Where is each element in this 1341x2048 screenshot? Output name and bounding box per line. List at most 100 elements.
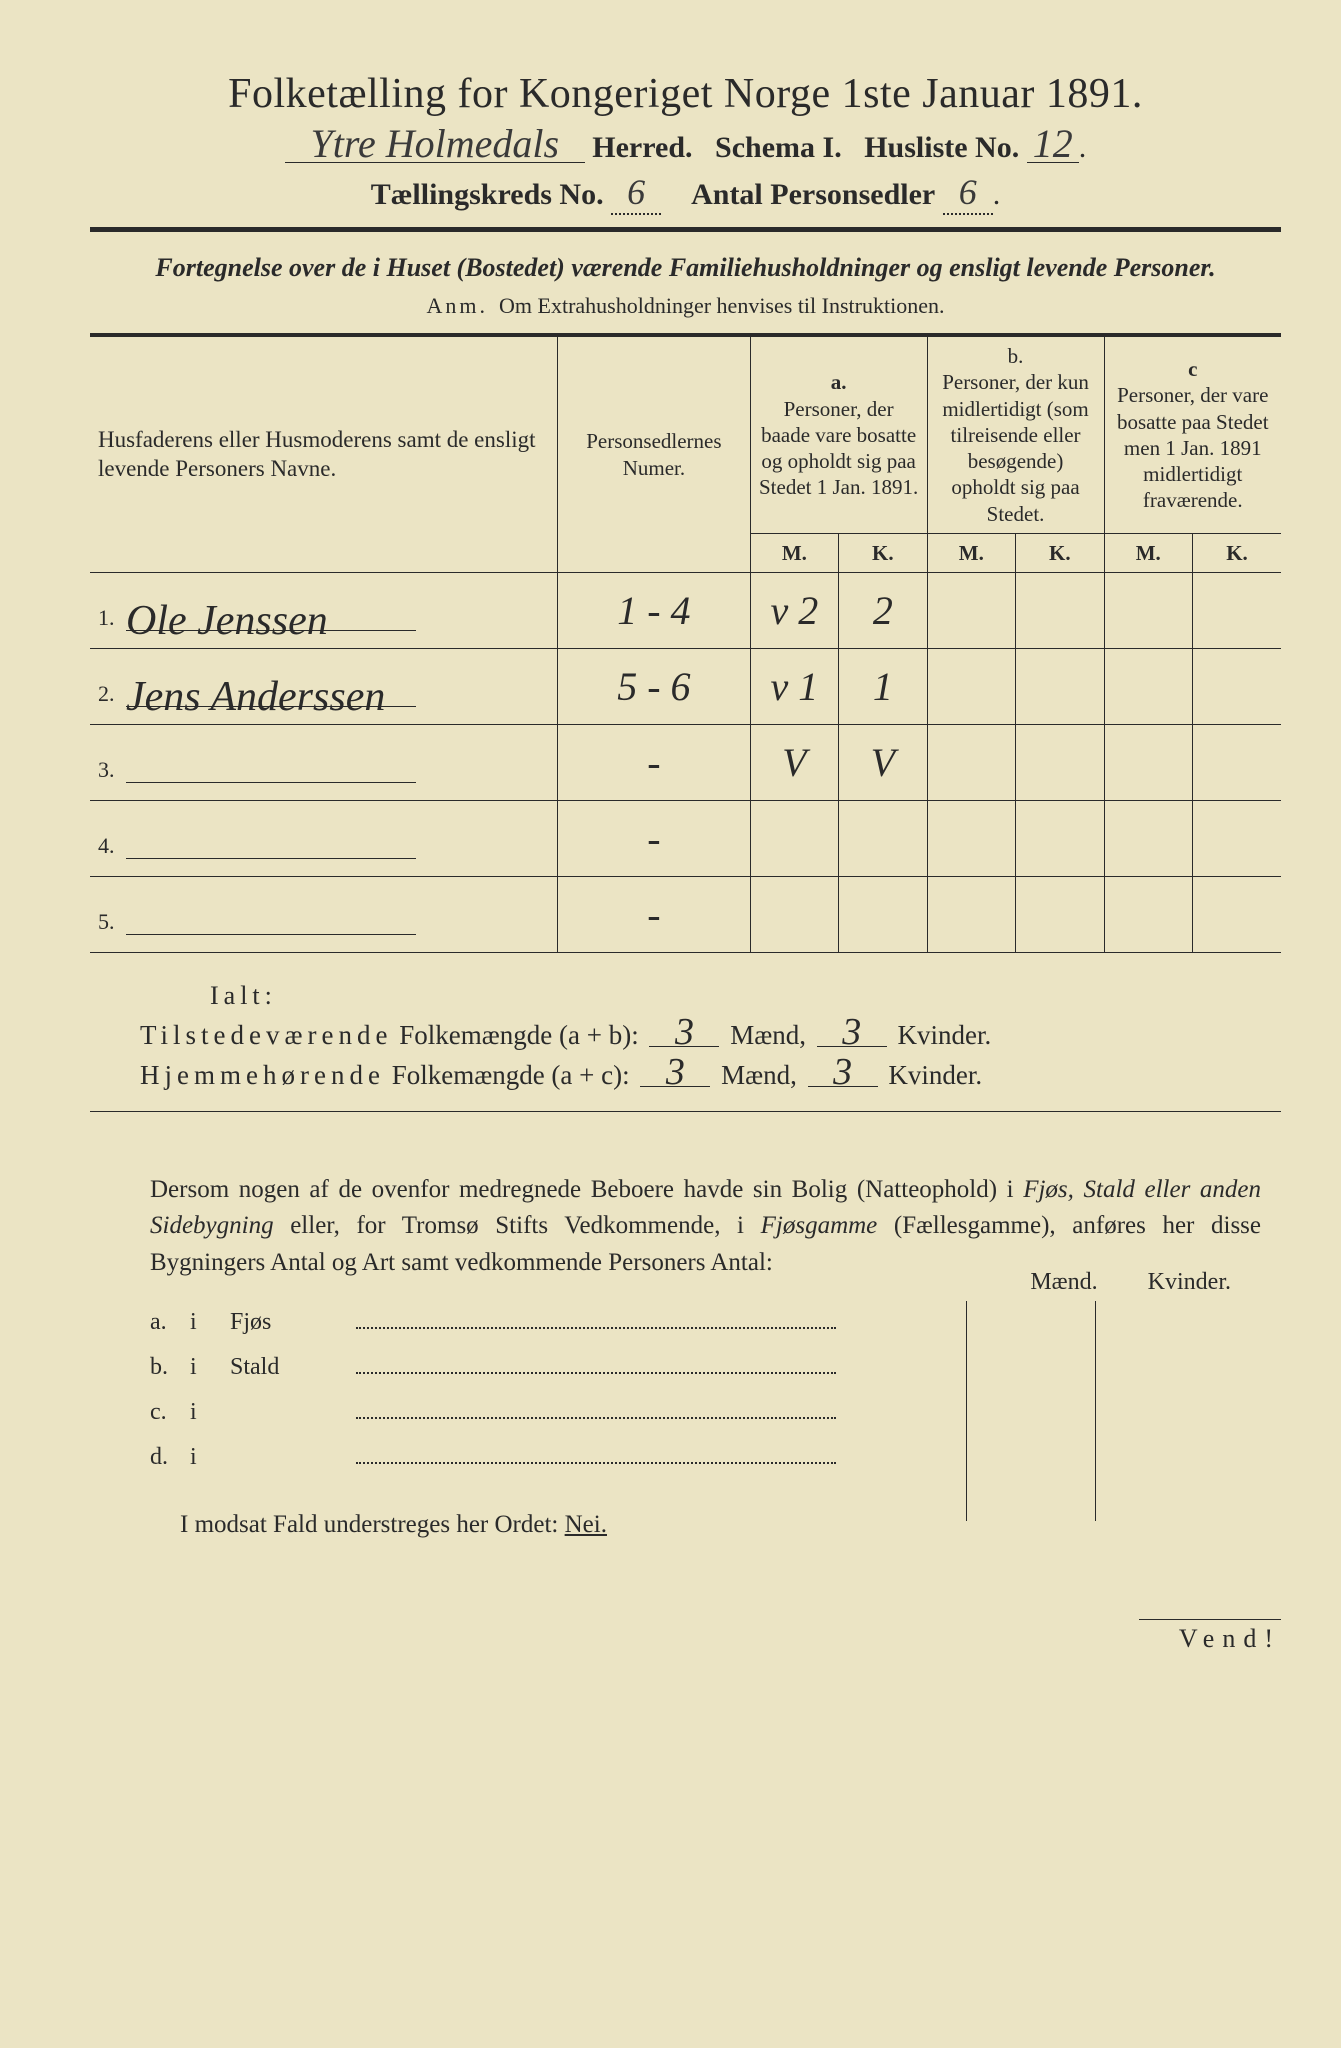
side-i: i [190,1444,230,1471]
sum-line-1: Tilstedeværende Folkemængde (a + b): 3 M… [140,1019,1281,1051]
sum2-m: 3 [640,1059,710,1087]
antal-label: Antal Personsedler [691,178,935,211]
col-b-text: Personer, der kun midlertidigt (som tilr… [942,370,1089,525]
col-a-header: a. Personer, der baade vare bosatte og o… [750,335,927,533]
cell-num: 5 - 6 [558,649,751,725]
side-type: Fjøs [230,1309,350,1336]
name-cell: 3. [90,725,558,801]
cell-bM [927,725,1015,801]
cell-aK [839,801,927,877]
sum2-k: 3 [808,1059,878,1087]
divider-thick-1 [90,227,1281,232]
husliste-no: 12 [1027,126,1079,163]
handwritten-name: Ole Jenssen [126,598,328,644]
cell-num: - [558,877,751,953]
col-a-text: Personer, der baade vare bosatte og opho… [759,397,918,500]
cell-cM [1104,725,1192,801]
side-i: i [190,1399,230,1426]
vend-label: Vend! [1139,1619,1281,1654]
name-cell: 4. [90,801,558,877]
cell-bK [1016,801,1104,877]
cell-cK [1192,573,1281,649]
divider-thin-1 [90,1111,1281,1112]
mk-col-kvinder [1096,1301,1241,1521]
husliste-label: Husliste No. [864,131,1019,164]
cell-bK [1016,573,1104,649]
row-number: 4. [98,833,126,859]
cell-bK [1016,725,1104,801]
nei-text-b: Nei. [565,1511,607,1538]
handwritten-name: Jens Anderssen [126,674,385,720]
anm-label: Anm. [427,293,489,318]
cell-cK [1192,877,1281,953]
cell-aM: v 1 [750,649,838,725]
side-letter: b. [150,1354,190,1381]
cell-cM [1104,649,1192,725]
row-number: 2. [98,681,126,707]
name-line: Jens Anderssen [126,667,416,707]
cell-cM [1104,877,1192,953]
cell-bK [1016,877,1104,953]
side-kvinder: Kvinder. [1148,1269,1231,1296]
row-number: 1. [98,605,126,631]
kvinder-2: Kvinder. [888,1060,982,1090]
cell-aK: 1 [839,649,927,725]
cell-aM [750,877,838,953]
col-a-letter: a. [831,370,847,394]
page-title: Folketælling for Kongeriget Norge 1ste J… [90,70,1281,118]
schema-label: Schema I. [715,131,842,164]
dotted-line [356,1305,836,1329]
sum1-b: Folkemængde (a + b): [399,1020,638,1050]
col-b-m: M. [927,533,1015,572]
cell-aM [750,801,838,877]
cell-cK [1192,649,1281,725]
kvinder-1: Kvinder. [897,1020,991,1050]
paragraph: Dersom nogen af de ovenfor medregnede Be… [150,1172,1261,1281]
side-letter: a. [150,1309,190,1336]
herred-handwritten: Ytre Holmedals [285,126,585,163]
name-line [126,819,416,859]
sum2-b: Folkemængde (a + c): [392,1060,630,1090]
side-building-section: Mænd. Kvinder. a.iFjøsb.iStaldc.id.i [150,1305,1261,1471]
col-name-header: Husfaderens eller Husmoderens samt de en… [90,335,558,573]
row-number: 5. [98,909,126,935]
cell-cM [1104,801,1192,877]
cell-num: - [558,801,751,877]
name-cell: 2.Jens Anderssen [90,649,558,725]
main-table: Husfaderens eller Husmoderens samt de en… [90,333,1281,953]
cell-aK [839,877,927,953]
cell-num: 1 - 4 [558,573,751,649]
side-type: Stald [230,1354,350,1381]
name-cell: 1.Ole Jenssen [90,573,558,649]
name-line [126,895,416,935]
side-maend: Mænd. [1030,1269,1097,1296]
side-i: i [190,1309,230,1336]
cell-aK: V [839,725,927,801]
cell-bM [927,877,1015,953]
dotted-line [356,1440,836,1464]
herred-label: Herred. [592,131,692,164]
maend-2: Mænd, [721,1060,797,1090]
dotted-line [356,1395,836,1419]
side-i: i [190,1354,230,1381]
col-c-header: c Personer, der vare bosatte paa Stedet … [1104,335,1281,533]
dotted-line [356,1350,836,1374]
cell-bM [927,649,1015,725]
sum1-k: 3 [817,1019,887,1047]
paragraph-text: Dersom nogen af de ovenfor medregnede Be… [150,1176,1261,1276]
col-name-text: Husfaderens eller Husmoderens samt de en… [98,427,536,481]
maend-1: Mænd, [730,1020,806,1050]
col-c-text: Personer, der vare bosatte paa Stedet me… [1117,383,1269,512]
cell-num: - [558,725,751,801]
col-b-header: b. Personer, der kun midlertidigt (som t… [927,335,1104,533]
sum1-m: 3 [649,1019,719,1047]
cell-cK [1192,725,1281,801]
mk-header: Mænd. Kvinder. [1030,1269,1231,1296]
census-form-page: Folketælling for Kongeriget Norge 1ste J… [0,0,1341,2048]
col-c-m: M. [1104,533,1192,572]
col-b-k: K. [1016,533,1104,572]
anm-line: Anm. Om Extrahusholdninger henvises til … [90,293,1281,319]
col-num-header: Personsedlernes Numer. [558,335,751,573]
cell-bK [1016,649,1104,725]
cell-aM: v 2 [750,573,838,649]
